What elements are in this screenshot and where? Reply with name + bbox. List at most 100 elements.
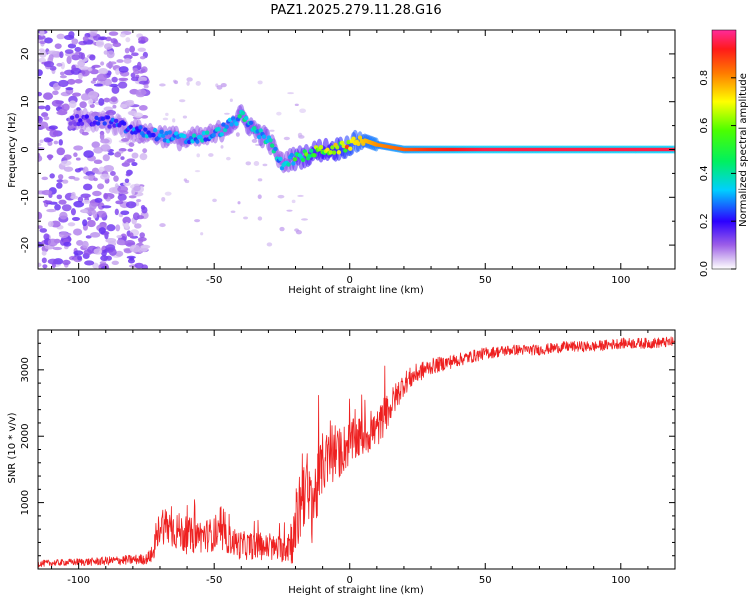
- heatmap-cell: [200, 232, 204, 236]
- heatmap-cell: [84, 114, 89, 119]
- colorbar-tick-label: 0.6: [699, 118, 710, 134]
- heatmap-cell: [159, 223, 166, 228]
- heatmap-cell: [43, 61, 55, 68]
- heatmap-cell: [208, 153, 214, 157]
- spectrogram-y-label: Frequency (Hz): [7, 112, 18, 188]
- heatmap-cell: [106, 62, 114, 69]
- x-tick-label: -100: [67, 575, 90, 586]
- heatmap-cell: [251, 138, 258, 143]
- heatmap-cell: [38, 121, 49, 129]
- heatmap-cell: [66, 56, 72, 65]
- heatmap-cell: [100, 173, 110, 180]
- heatmap-cell: [125, 101, 135, 107]
- heatmap-cell: [38, 48, 45, 52]
- heatmap-cell: [73, 152, 78, 158]
- heatmap-cell: [105, 244, 116, 251]
- heatmap-cell: [63, 154, 72, 160]
- heatmap-cell: [135, 89, 147, 96]
- y-tick-label: 0: [20, 146, 31, 152]
- heatmap-cell: [128, 142, 135, 147]
- heatmap-cell: [124, 178, 130, 183]
- heatmap-cell: [196, 153, 200, 158]
- heatmap-cell: [71, 54, 81, 61]
- heatmap-cell: [134, 262, 144, 269]
- heatmap-cell: [77, 60, 86, 68]
- heatmap-cell: [131, 162, 138, 167]
- heatmap-cell: [240, 110, 246, 116]
- heatmap-cell: [277, 194, 285, 199]
- heatmap-cell: [336, 150, 342, 155]
- heatmap-cell: [289, 152, 294, 158]
- heatmap-cell: [172, 118, 176, 123]
- heatmap-cell: [73, 228, 83, 236]
- heatmap-cell: [49, 173, 55, 179]
- heatmap-cell: [219, 132, 224, 137]
- heatmap-cell: [81, 240, 89, 249]
- heatmap-cell: [237, 201, 241, 205]
- heatmap-cell: [78, 66, 90, 71]
- heatmap-cell: [101, 205, 112, 209]
- heatmap-cell: [68, 100, 77, 109]
- colorbar-tick-label: 0.0: [699, 261, 710, 277]
- heatmap-cell: [297, 194, 304, 197]
- heatmap-cell: [291, 199, 296, 204]
- heatmap-cell: [81, 131, 89, 136]
- heatmap-cell: [344, 144, 350, 150]
- heatmap-cell: [59, 75, 67, 79]
- y-tick-label: 20: [20, 48, 31, 61]
- heatmap-cell: [318, 144, 324, 150]
- heatmap-cell: [112, 104, 117, 109]
- heatmap-cell: [138, 76, 148, 82]
- y-tick-label: 3000: [20, 357, 31, 382]
- heatmap-cell: [89, 201, 97, 210]
- heatmap-cell: [115, 250, 124, 257]
- heatmap-cell: [107, 124, 112, 129]
- spectrogram-y-axis: -20 -10 0 10 20: [20, 29, 675, 270]
- heatmap-cell: [42, 92, 54, 100]
- heatmap-cell: [245, 161, 252, 166]
- heatmap-cell: [69, 115, 75, 120]
- heatmap-cell: [47, 258, 59, 265]
- heatmap-cell: [143, 84, 149, 89]
- x-tick-label: 50: [479, 575, 492, 586]
- heatmap-cell: [174, 80, 179, 85]
- heatmap-cell: [73, 200, 85, 208]
- heatmap-cell: [41, 250, 47, 256]
- heatmap-cell: [216, 85, 223, 90]
- heatmap-cell: [101, 249, 107, 257]
- heatmap-cell: [60, 160, 72, 166]
- heatmap-cell: [234, 121, 239, 127]
- heatmap-cell: [76, 239, 84, 246]
- heatmap-cell: [151, 132, 156, 138]
- heatmap-cell: [80, 93, 90, 101]
- heatmap-cell: [139, 245, 149, 252]
- x-tick-label: 50: [479, 275, 492, 286]
- heatmap-cell: [38, 105, 46, 110]
- heatmap-cell: [258, 128, 264, 133]
- heatmap-cell: [123, 57, 132, 64]
- heatmap-cell: [295, 230, 302, 235]
- heatmap-cell: [67, 43, 77, 49]
- colorbar-frame: [711, 29, 737, 270]
- heatmap-cell: [133, 130, 138, 135]
- heatmap-cell: [118, 77, 129, 81]
- heatmap-cell: [79, 101, 87, 109]
- y-tick-label: 1000: [20, 490, 31, 515]
- heatmap-cell: [84, 260, 95, 266]
- heatmap-cell: [49, 65, 57, 71]
- y-tick-label: -10: [20, 189, 31, 205]
- heatmap-cell: [204, 130, 210, 135]
- heatmap-cell: [74, 78, 83, 84]
- heatmap-cell: [99, 36, 108, 41]
- heatmap-cell: [102, 154, 110, 162]
- heatmap-cell: [102, 97, 111, 103]
- heatmap-cell: [248, 120, 254, 126]
- heatmap-cell: [131, 52, 139, 57]
- snr-x-label: Height of straight line (km): [288, 585, 424, 596]
- heatmap-cell: [103, 43, 113, 50]
- heatmap-cell: [300, 157, 306, 163]
- heatmap-cell: [125, 201, 137, 209]
- heatmap-cell: [41, 176, 49, 181]
- heatmap-cell: [286, 162, 291, 167]
- snr-y-axis: 1000 2000 3000: [20, 329, 675, 557]
